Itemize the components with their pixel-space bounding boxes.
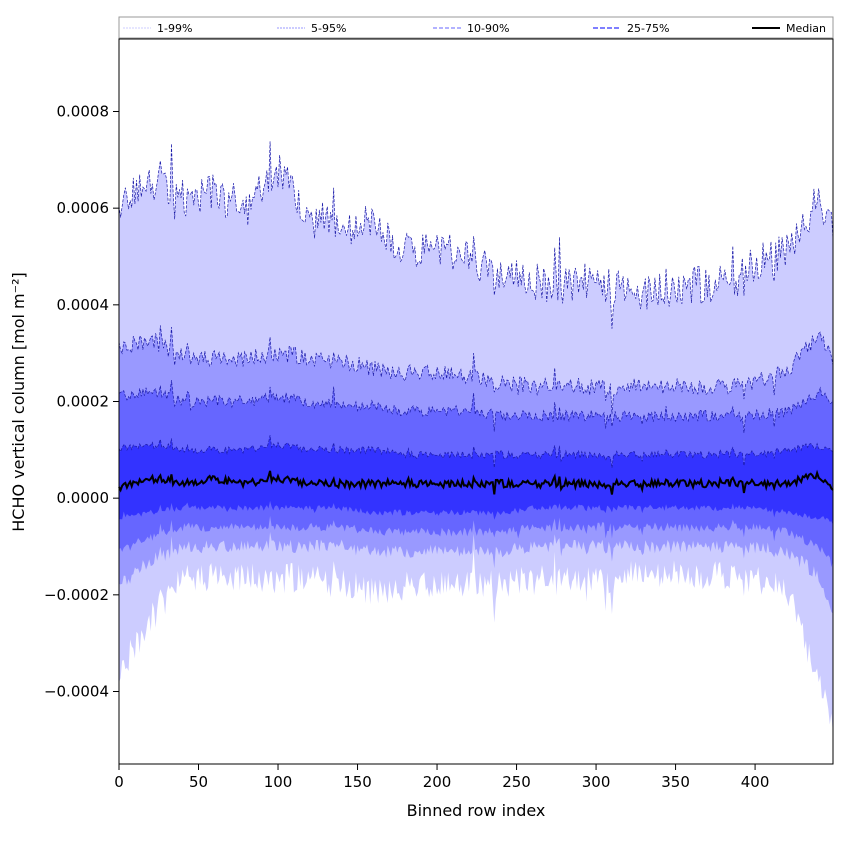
- legend: 1-99% 5-95% 10-90% 25-75% Median: [118, 16, 834, 39]
- y-tick-label: 0.0002: [57, 393, 110, 411]
- plot-area: [118, 38, 834, 765]
- x-tick-label: 400: [741, 773, 770, 791]
- legend-label: 1-99%: [157, 22, 192, 35]
- x-tick-label: 0: [114, 773, 124, 791]
- y-tick-label: −0.0004: [44, 683, 109, 701]
- band-upper-line-5-95%: [118, 325, 834, 415]
- x-tick-label: 250: [502, 773, 531, 791]
- band-upper-line-25-75%: [118, 435, 834, 468]
- legend-label: Median: [786, 22, 826, 35]
- legend-label: 25-75%: [627, 22, 669, 35]
- y-tick-label: 0.0004: [57, 296, 110, 314]
- x-tick-label: 350: [661, 773, 690, 791]
- x-axis: 0 50 100 150 200 250 300 350 400: [114, 764, 769, 791]
- band-layer: [119, 141, 833, 735]
- legend-label: 10-90%: [467, 22, 509, 35]
- band-upper-line-10-90%: [118, 380, 834, 433]
- x-tick-label: 300: [582, 773, 611, 791]
- y-tick-label: 0.0008: [57, 103, 110, 121]
- y-tick-label: 0.0006: [57, 199, 110, 217]
- y-axis: −0.0004 −0.0002 0.0000 0.0002 0.0004 0.0006 0.…: [44, 103, 119, 701]
- legend-label: 5-95%: [311, 22, 346, 35]
- x-axis-label: Binned row index: [407, 801, 546, 820]
- y-tick-label: −0.0002: [44, 586, 109, 604]
- y-tick-label: 0.0000: [57, 489, 110, 507]
- y-axis-label: HCHO vertical column [mol m⁻²]: [9, 272, 28, 531]
- band-upper-line-1-99%: [118, 141, 834, 329]
- x-tick-label: 200: [423, 773, 452, 791]
- median-line: [118, 469, 834, 495]
- legend-items: 1-99% 5-95% 10-90% 25-75% Median: [123, 22, 826, 35]
- legend-box: [118, 16, 834, 39]
- x-tick-label: 100: [264, 773, 293, 791]
- x-tick-label: 50: [189, 773, 208, 791]
- band-25-75%: [119, 435, 833, 526]
- line-layer: [118, 141, 834, 495]
- x-tick-label: 150: [343, 773, 372, 791]
